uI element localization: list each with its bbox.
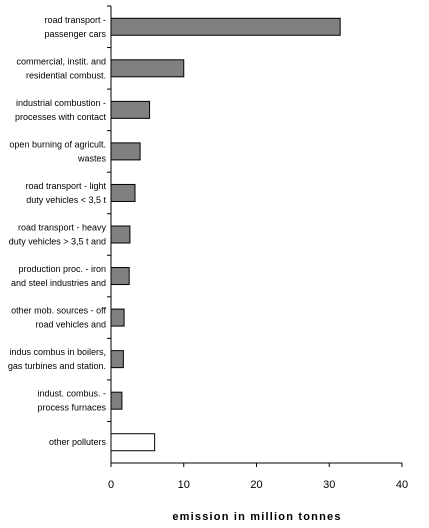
category-label-6-1: and steel industries and (11, 278, 106, 288)
category-label-9-1: process furnaces (37, 403, 106, 413)
category-label-6-0: production proc. - iron (18, 264, 106, 274)
bar-1 (110, 59, 185, 78)
x-axis-title: emission in million tonnes (172, 511, 341, 523)
bar-7 (110, 308, 125, 327)
bar-3 (110, 142, 141, 161)
category-label-7-0: other mob. sources - off (11, 306, 106, 316)
category-label-1-1: residential combust. (26, 70, 106, 80)
bar-10 (110, 433, 156, 452)
bars-layer (110, 17, 341, 452)
x-tick-label-1: 10 (178, 479, 190, 491)
bar-6 (110, 267, 130, 286)
x-tick-label-0: 0 (108, 479, 114, 491)
category-label-10-0: other polluters (49, 437, 107, 447)
x-axis-ticks: 0 10 20 30 40 (107, 5, 408, 491)
x-tick-label-2: 20 (250, 479, 262, 491)
category-label-4-0: road transport - light (25, 181, 106, 191)
x-tick-label-3: 30 (323, 479, 335, 491)
bar-4 (110, 183, 136, 202)
category-label-3-0: open burning of agricult. (9, 139, 106, 149)
bar-8 (110, 350, 124, 369)
category-label-0-0: road transport - (44, 15, 106, 25)
bar-9 (110, 391, 123, 410)
category-label-0-1: passenger cars (44, 29, 106, 39)
category-label-2-1: processes with contact (15, 112, 107, 122)
x-tick-label-4: 40 (396, 479, 408, 491)
bar-0 (110, 17, 341, 36)
category-label-2-0: industrial combustion - (16, 98, 106, 108)
bar-5 (110, 225, 131, 244)
category-label-5-1: duty vehicles > 3,5 t and (9, 237, 106, 247)
category-labels: road transport - passenger cars commercial… (8, 15, 107, 447)
category-label-8-1: gas turbines and station. (8, 361, 106, 371)
category-label-7-1: road vehicles and (35, 320, 106, 330)
category-label-1-0: commercial, instit. and (16, 56, 106, 66)
category-label-9-0: indust. combus. - (37, 389, 106, 399)
category-label-5-0: road transport - heavy (18, 223, 107, 233)
category-label-3-1: wastes (77, 153, 107, 163)
category-label-4-1: duty vehicles < 3,5 t (26, 195, 106, 205)
category-label-8-0: indus combus in boilers, (9, 347, 106, 357)
bar-2 (110, 100, 151, 119)
